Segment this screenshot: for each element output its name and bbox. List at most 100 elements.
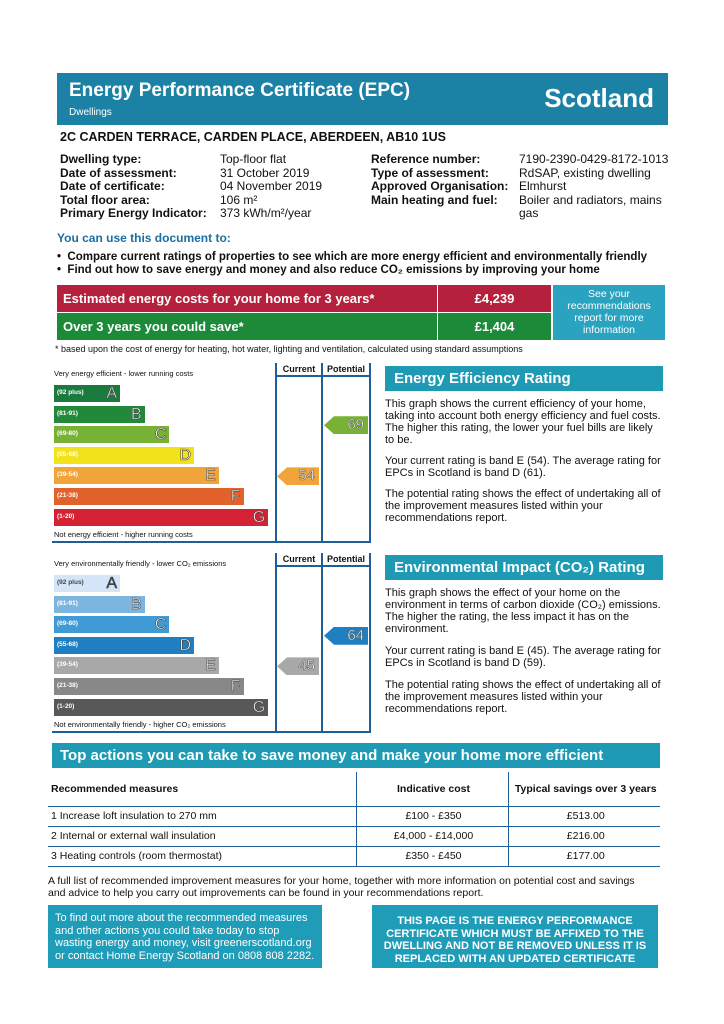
potential-rating-arrow: 64 — [324, 626, 368, 645]
band-c-bar: (69-80) C — [54, 616, 170, 633]
cost: £350 - £450 — [355, 846, 508, 867]
eir-heading: Environmental Impact (CO₂) Rating — [385, 555, 663, 580]
bullet-item: • Find out how to save energy and money … — [57, 264, 600, 276]
eir-rating-text: Your current rating is band E (45). The … — [385, 645, 661, 669]
eir-paragraph: This graph shows the effect of your home… — [385, 587, 661, 635]
detail-value: 373 kWh/m²/year — [220, 206, 312, 220]
details-left-values: Top-floor flat 31 October 2019 04 November… — [220, 152, 323, 221]
current-header: Current — [277, 553, 321, 567]
table-row: 2 Internal or external wall insulation £4… — [48, 826, 660, 847]
detail-value: RdSAP, existing dwelling — [519, 165, 651, 180]
savings-label: Over 3 years you could save* — [57, 313, 437, 340]
band-g-bar: (1-20) G — [54, 698, 269, 716]
bullet-text: Compare current ratings of properties to… — [67, 251, 648, 263]
band-c-bar: (69-80) C — [54, 426, 170, 444]
chart-bottom-caption: Not environmentally friendly - higher CO… — [54, 720, 226, 729]
band-letter: F — [230, 488, 241, 506]
estimated-costs-label: Estimated energy costs for your home for… — [57, 285, 437, 312]
band-range: (81-91) — [57, 599, 78, 607]
band-f-bar: (21-38) F — [54, 488, 244, 505]
costs-footnote: * based upon the cost of energy for heat… — [55, 344, 523, 354]
savings: £177.00 — [507, 846, 660, 867]
detail-value: Boiler and radiators, mains gas — [519, 192, 662, 220]
recommendations-note: See your recommendations report for more… — [553, 285, 665, 340]
affix-notice-box: THIS PAGE IS THE ENERGY PERFORMANCE CERT… — [372, 905, 658, 968]
detail-label: Date of certificate: — [60, 179, 165, 193]
current-column: Current — [275, 363, 323, 543]
detail-value: 04 November 2019 — [220, 179, 323, 193]
band-letter: A — [106, 575, 117, 593]
band-range: (69-80) — [57, 430, 78, 438]
band-letter: A — [106, 385, 117, 403]
band-b-bar: (81-91) B — [54, 405, 145, 423]
recommended-measures-table: Recommended measures Indicative cost Typic… — [48, 772, 660, 867]
band-g-bar: (1-20) G — [54, 508, 269, 526]
current-header: Current — [277, 363, 321, 377]
band-range: (69-80) — [57, 620, 78, 628]
header-title: Energy Performance Certificate (EPC) — [69, 80, 411, 101]
chart-top-caption: Very environmentally friendly - lower CO… — [54, 559, 227, 568]
current-rating-arrow: 45 — [277, 657, 319, 676]
band-range: (39-54) — [57, 471, 78, 479]
savings: £513.00 — [507, 806, 660, 827]
measure: 1 Increase loft insulation to 270 mm — [48, 806, 356, 827]
band-letter: G — [252, 508, 266, 526]
band-f-bar: (21-38) F — [54, 678, 244, 695]
eer-potential-text: The potential rating shows the effect of… — [385, 488, 661, 524]
bullet-item: • Compare current ratings of properties … — [57, 251, 648, 263]
property-address: 2C CARDEN TERRACE, CARDEN PLACE, ABERDEE… — [60, 130, 446, 144]
detail-label: Main heating and fuel: — [371, 192, 498, 207]
detail-label: Total floor area: — [60, 192, 150, 207]
details-left-labels: Dwelling type: Date of assessment: Date of… — [60, 152, 207, 221]
band-letter: F — [230, 678, 241, 696]
detail-value: 7190-2390-0429-8172-1013 — [519, 152, 669, 166]
band-range: (92 plus) — [57, 389, 84, 396]
detail-label: Reference number: — [371, 152, 481, 166]
band-d-bar: (55-68) D — [54, 446, 195, 464]
band-range: (81-91) — [57, 409, 78, 417]
measure: 3 Heating controls (room thermostat) — [48, 846, 356, 867]
band-a-bar: (92 plus) A — [54, 385, 120, 402]
energy-efficiency-chart: Very energy efficient - lower running co… — [52, 363, 371, 543]
environmental-impact-chart: Very environmentally friendly - lower CO… — [52, 553, 371, 733]
header-region: Scotland — [544, 83, 654, 113]
current-rating-arrow: 54 — [277, 467, 319, 486]
band-letter: B — [131, 405, 142, 423]
measure: 2 Internal or external wall insulation — [48, 826, 356, 847]
band-range: (21-38) — [57, 492, 78, 499]
detail-label: Date of assessment: — [60, 165, 177, 180]
savings-value: £1,404 — [438, 313, 551, 340]
eir-potential-text: The potential rating shows the effect of… — [385, 679, 661, 715]
band-range: (21-38) — [57, 682, 78, 689]
savings: £216.00 — [507, 826, 660, 847]
detail-value: Top-floor flat — [220, 152, 287, 166]
eer-heading: Energy Efficiency Rating — [385, 366, 663, 391]
cost: £4,000 - £14,000 — [355, 826, 508, 847]
details-right-values: 7190-2390-0429-8172-1013 RdSAP, existing … — [519, 152, 669, 221]
top-actions-heading: Top actions you can take to save money a… — [52, 743, 660, 768]
band-letter: D — [179, 636, 192, 654]
details-right-labels: Reference number: Type of assessment: Appr… — [371, 152, 508, 207]
full-list-note: A full list of recommended improvement m… — [48, 875, 635, 899]
certificate-header: Energy Performance Certificate (EPC) Dwe… — [57, 73, 668, 125]
bullet-text: Find out how to save energy and money an… — [67, 264, 600, 276]
band-letter: G — [252, 698, 266, 716]
detail-label: Dwelling type: — [60, 152, 142, 166]
column-header: Typical savings over 3 years — [507, 772, 660, 807]
detail-label: Primary Energy Indicator: — [60, 206, 207, 220]
chart-top-caption: Very energy efficient - lower running co… — [54, 369, 194, 378]
column-header: Indicative cost — [355, 772, 508, 807]
band-letter: C — [154, 426, 167, 444]
eer-paragraph: This graph shows the current efficiency … — [385, 398, 661, 446]
use-heading: You can use this document to: — [57, 231, 231, 245]
current-column: Current — [275, 553, 323, 733]
header-subtitle: Dwellings — [69, 107, 112, 118]
potential-header: Potential — [323, 553, 369, 567]
estimated-costs-value: £4,239 — [438, 285, 551, 312]
band-d-bar: (55-68) D — [54, 636, 195, 654]
table-row: 3 Heating controls (room thermostat) £350… — [48, 846, 660, 867]
band-b-bar: (81-91) B — [54, 595, 145, 613]
chart-bottom-caption: Not energy efficient - higher running co… — [54, 530, 193, 539]
more-info-box: To find out more about the recommended m… — [48, 905, 322, 968]
band-a-bar: (92 plus) A — [54, 575, 120, 592]
